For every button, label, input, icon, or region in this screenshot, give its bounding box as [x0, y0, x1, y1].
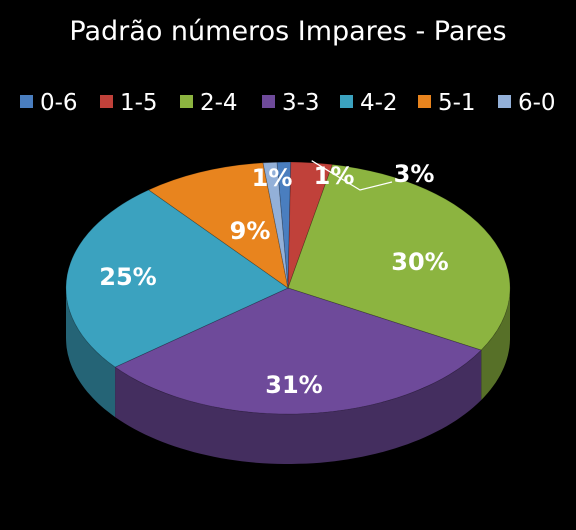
pie-slice-5-1 [147, 162, 289, 289]
pie-slice-0-6 [276, 161, 292, 289]
legend-swatch [100, 95, 113, 108]
legend-swatch [340, 95, 353, 108]
legend-item-2-4: 2-4 [180, 90, 238, 116]
pie-side-2-4 [481, 285, 510, 401]
legend-item-1-5: 1-5 [100, 90, 158, 116]
pie-side-4-2 [66, 287, 116, 418]
legend-label: 4-2 [360, 90, 398, 116]
pie-slices [65, 161, 511, 464]
legend-item-3-3: 3-3 [262, 90, 320, 116]
legend-label: 2-4 [200, 90, 238, 116]
pie-slice-3-3 [114, 287, 482, 415]
data-label-2-4: 30% [391, 248, 448, 276]
data-label-1-5: 3% [394, 160, 435, 188]
data-label-4-2: 25% [99, 263, 156, 291]
data-label-5-1: 9% [230, 217, 271, 245]
pie-side-3-3 [115, 350, 482, 464]
legend-item-4-2: 4-2 [340, 90, 398, 116]
legend-label: 1-5 [120, 90, 158, 116]
legend: 0-6 1-5 2-4 3-3 4-2 5-1 6-0 [20, 90, 556, 116]
pie-slice-6-0 [262, 161, 289, 289]
legend-swatch [20, 95, 33, 108]
data-labels: 1% 3%30%31%25%9%1% [99, 160, 448, 399]
legend-label: 3-3 [282, 90, 320, 116]
legend-swatch [180, 95, 193, 108]
pie-slice-2-4 [287, 164, 511, 351]
leader-line [311, 160, 393, 191]
legend-swatch [498, 95, 511, 108]
legend-swatch [262, 95, 275, 108]
legend-item-6-0: 6-0 [498, 90, 556, 116]
chart-title: Padrão números Impares - Pares [69, 16, 506, 47]
legend-label: 0-6 [40, 90, 78, 116]
legend-swatch [418, 95, 431, 108]
legend-item-5-1: 5-1 [418, 90, 476, 116]
legend-item-0-6: 0-6 [20, 90, 78, 116]
pie-slice-1-5 [287, 161, 333, 289]
data-label-3-3: 31% [265, 371, 322, 399]
pie-slice-4-2 [65, 189, 289, 368]
data-label-0-6: 1% [252, 164, 293, 192]
legend-label: 5-1 [438, 90, 476, 116]
legend-label: 6-0 [518, 90, 556, 116]
